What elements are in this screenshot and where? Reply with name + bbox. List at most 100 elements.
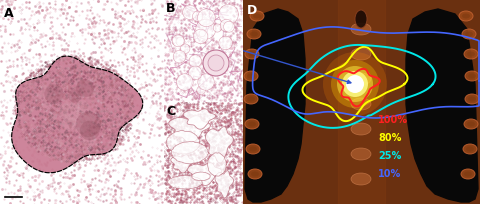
Polygon shape xyxy=(171,155,194,173)
Circle shape xyxy=(196,20,216,40)
Circle shape xyxy=(42,102,48,109)
Circle shape xyxy=(197,87,205,95)
Ellipse shape xyxy=(351,99,371,110)
Circle shape xyxy=(173,51,186,64)
Polygon shape xyxy=(169,116,211,143)
Circle shape xyxy=(219,6,239,25)
Circle shape xyxy=(213,25,221,33)
Circle shape xyxy=(224,22,234,33)
Text: C: C xyxy=(166,104,175,118)
Circle shape xyxy=(192,12,203,22)
Ellipse shape xyxy=(467,52,475,57)
Ellipse shape xyxy=(247,74,255,79)
Ellipse shape xyxy=(351,148,371,160)
Text: 25%: 25% xyxy=(378,150,401,160)
Polygon shape xyxy=(245,10,305,202)
Ellipse shape xyxy=(461,169,475,179)
Ellipse shape xyxy=(464,172,472,177)
Circle shape xyxy=(188,67,202,80)
Ellipse shape xyxy=(466,147,474,152)
Ellipse shape xyxy=(253,14,261,19)
Circle shape xyxy=(337,67,373,102)
Circle shape xyxy=(219,37,232,51)
Circle shape xyxy=(44,85,64,104)
Ellipse shape xyxy=(244,72,258,82)
Circle shape xyxy=(342,72,368,98)
Ellipse shape xyxy=(462,30,476,40)
Circle shape xyxy=(83,135,95,147)
Circle shape xyxy=(189,55,202,68)
Ellipse shape xyxy=(245,50,259,60)
Ellipse shape xyxy=(468,74,476,79)
Ellipse shape xyxy=(351,49,371,61)
Ellipse shape xyxy=(464,50,478,60)
Circle shape xyxy=(182,6,197,20)
Ellipse shape xyxy=(465,72,479,82)
Ellipse shape xyxy=(250,32,258,37)
Circle shape xyxy=(198,10,216,28)
Circle shape xyxy=(193,30,208,44)
Circle shape xyxy=(177,74,193,91)
Ellipse shape xyxy=(351,123,371,135)
Circle shape xyxy=(346,76,364,94)
Ellipse shape xyxy=(250,12,264,22)
Circle shape xyxy=(172,36,184,48)
Text: 10%: 10% xyxy=(378,168,401,178)
Polygon shape xyxy=(207,153,227,176)
Polygon shape xyxy=(215,171,234,198)
Ellipse shape xyxy=(247,30,261,40)
Ellipse shape xyxy=(464,119,478,129)
Circle shape xyxy=(331,61,379,109)
Ellipse shape xyxy=(248,52,256,57)
Text: A: A xyxy=(4,7,13,20)
Polygon shape xyxy=(183,109,216,130)
Polygon shape xyxy=(12,57,143,173)
Ellipse shape xyxy=(468,97,476,102)
Polygon shape xyxy=(167,175,203,189)
Circle shape xyxy=(208,56,224,72)
Circle shape xyxy=(62,117,76,131)
Circle shape xyxy=(80,121,100,141)
Circle shape xyxy=(76,80,94,98)
Ellipse shape xyxy=(351,74,371,86)
Polygon shape xyxy=(205,127,233,163)
Circle shape xyxy=(60,102,79,122)
Ellipse shape xyxy=(463,144,477,154)
Ellipse shape xyxy=(459,12,473,22)
Circle shape xyxy=(68,90,81,103)
Text: 100%: 100% xyxy=(378,114,408,124)
Polygon shape xyxy=(171,142,209,164)
Ellipse shape xyxy=(467,122,475,127)
Text: D: D xyxy=(247,4,257,17)
Circle shape xyxy=(76,101,89,114)
Ellipse shape xyxy=(247,97,255,102)
Circle shape xyxy=(176,38,185,47)
Circle shape xyxy=(76,112,101,137)
Ellipse shape xyxy=(244,94,258,104)
Ellipse shape xyxy=(246,144,260,154)
Circle shape xyxy=(220,20,232,32)
Circle shape xyxy=(39,90,51,102)
Circle shape xyxy=(198,74,214,91)
Ellipse shape xyxy=(248,122,256,127)
Ellipse shape xyxy=(462,14,470,19)
Polygon shape xyxy=(338,0,385,204)
Circle shape xyxy=(72,114,91,133)
Ellipse shape xyxy=(465,94,479,104)
Circle shape xyxy=(203,51,229,77)
Ellipse shape xyxy=(465,32,473,37)
Ellipse shape xyxy=(248,169,262,179)
Circle shape xyxy=(180,45,190,54)
Text: 80%: 80% xyxy=(378,132,401,142)
Polygon shape xyxy=(167,131,200,154)
Text: B: B xyxy=(166,2,176,15)
Polygon shape xyxy=(192,172,210,181)
Ellipse shape xyxy=(245,119,259,129)
Circle shape xyxy=(87,115,95,123)
Polygon shape xyxy=(187,163,222,186)
Ellipse shape xyxy=(355,11,367,29)
Ellipse shape xyxy=(249,147,257,152)
Ellipse shape xyxy=(351,173,371,185)
Polygon shape xyxy=(406,10,478,202)
Circle shape xyxy=(199,31,205,38)
